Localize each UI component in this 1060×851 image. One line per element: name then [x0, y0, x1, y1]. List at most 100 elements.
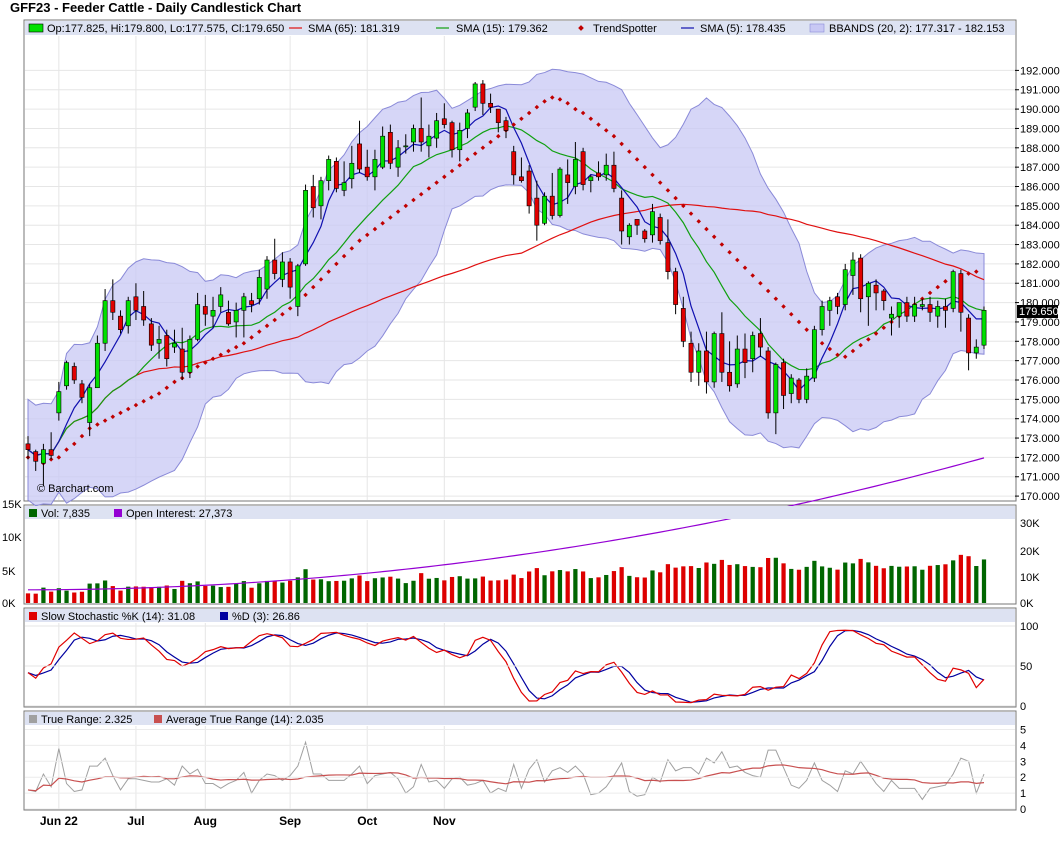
- legend-true-range: True Range: 2.325: [41, 714, 132, 726]
- stochastic-lines: [27, 629, 985, 704]
- candle-body: [472, 83, 478, 108]
- trendspotter-marker: [164, 385, 170, 391]
- open-interest-line: [27, 457, 985, 591]
- candle-body: [418, 128, 424, 143]
- candle-body: [835, 296, 840, 307]
- volume-bar: [688, 566, 694, 603]
- candle-body: [79, 383, 85, 398]
- candle-body: [249, 300, 255, 305]
- candle-body: [395, 147, 401, 168]
- volume-right-tick: 0K: [1020, 598, 1034, 610]
- legend-bbands: BBANDS (20, 2): 177.317 - 182.153: [829, 23, 1005, 35]
- candle-body: [457, 130, 463, 151]
- price-tick-label: 174.000: [1020, 414, 1060, 426]
- candle-body: [156, 339, 162, 344]
- volume-bar: [102, 580, 108, 603]
- x-axis-label: Jun 22: [40, 814, 78, 828]
- candle-body: [318, 180, 324, 207]
- trendspotter-marker: [974, 269, 979, 274]
- trendspotter-marker: [866, 337, 871, 342]
- volume-bar: [234, 583, 239, 603]
- volume-bar: [981, 559, 987, 603]
- candle-body: [256, 277, 262, 300]
- candle-body: [187, 339, 193, 373]
- price-tick-label: 188.000: [1020, 143, 1060, 155]
- trendspotter-marker: [318, 277, 324, 282]
- atr-tick-label: 5: [1020, 725, 1026, 737]
- candle-body: [87, 387, 93, 423]
- candle-body: [287, 261, 293, 288]
- trendspotter-marker: [95, 422, 100, 427]
- volume-bar: [149, 587, 154, 603]
- candle-body: [765, 350, 771, 414]
- candle-body: [943, 306, 948, 311]
- volume-bar: [288, 580, 293, 603]
- trendspotter-marker: [149, 395, 154, 400]
- volume-bar: [434, 577, 439, 603]
- candle-body: [680, 308, 686, 342]
- volume-bar: [257, 583, 262, 603]
- candle-body: [403, 145, 409, 148]
- candle-body: [796, 379, 802, 400]
- candle-body: [449, 122, 455, 151]
- volume-bar: [411, 580, 416, 603]
- trendspotter-marker: [827, 346, 833, 352]
- price-tick-label: 182.000: [1020, 259, 1060, 271]
- candle-body: [580, 151, 586, 185]
- candle-body: [719, 333, 725, 373]
- stoch-tick-label: 0: [1020, 701, 1026, 713]
- trendspotter-marker: [349, 246, 355, 251]
- candle-body: [233, 310, 239, 323]
- volume-bar: [550, 571, 555, 603]
- volume-bar: [796, 569, 802, 603]
- volume-bar: [110, 586, 115, 603]
- candle-body: [133, 296, 139, 311]
- candle-body: [333, 161, 339, 189]
- volume-bar: [596, 577, 601, 603]
- candle-body: [804, 375, 810, 400]
- volume-bar: [488, 580, 493, 603]
- volume-bar: [557, 570, 563, 603]
- volume-bar: [118, 590, 123, 603]
- candle-body: [118, 315, 123, 330]
- candle-body: [310, 186, 316, 209]
- trendspotter-marker: [118, 410, 123, 416]
- volume-bar: [465, 578, 470, 603]
- true-range-line: [27, 740, 985, 801]
- volume-bar: [187, 583, 193, 603]
- legend-sma65: SMA (65): 181.319: [308, 23, 400, 35]
- volume-bar: [735, 564, 740, 603]
- volume-bar: [974, 566, 979, 603]
- trendspotter-marker: [788, 311, 794, 317]
- trendspotter-marker: [310, 284, 316, 290]
- volume-bar: [218, 587, 223, 603]
- candle-body: [757, 333, 763, 348]
- candle-body: [935, 306, 941, 317]
- volume-bar: [473, 578, 478, 603]
- trendspotter-marker: [411, 197, 416, 203]
- volume-bar: [388, 576, 393, 603]
- price-tick-label: 179.000: [1020, 317, 1060, 329]
- volume-bar: [881, 568, 886, 603]
- volume-bar: [627, 575, 632, 603]
- trendspotter-marker: [758, 280, 763, 286]
- candle-body: [865, 282, 871, 298]
- volume-bar: [33, 593, 38, 603]
- volume-bar: [812, 560, 817, 603]
- candle-body: [688, 342, 694, 373]
- x-axis-label: Sep: [279, 814, 301, 828]
- candle-body: [64, 362, 69, 387]
- candle-body: [202, 306, 208, 315]
- trendspotter-marker: [457, 162, 463, 168]
- x-axis: Jun 22 Jul Aug Sep Oct Nov: [40, 814, 456, 828]
- volume-bar: [804, 566, 809, 603]
- candle-body: [603, 164, 609, 176]
- volume-bar: [395, 578, 401, 603]
- atr-legend: True Range: 2.325 Average True Range (14…: [29, 714, 324, 726]
- trendspotter-marker: [966, 271, 971, 276]
- candle-body: [588, 176, 594, 181]
- volume-bar: [357, 575, 362, 603]
- volume-bar: [750, 566, 755, 603]
- candle-body: [619, 197, 625, 232]
